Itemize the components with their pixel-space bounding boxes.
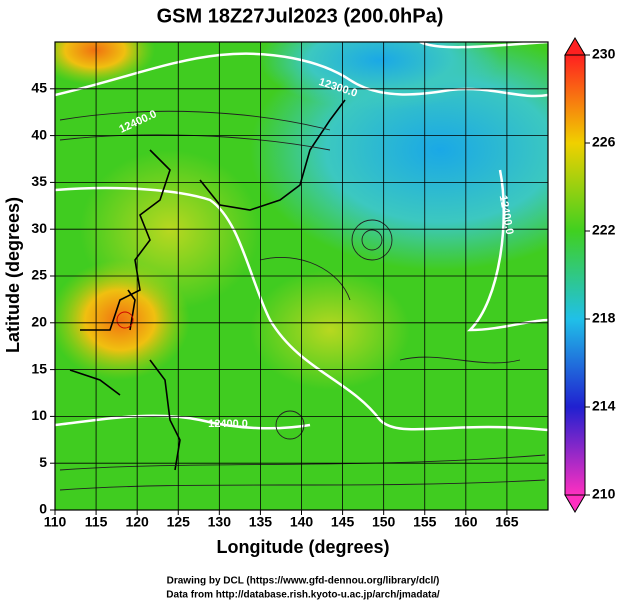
x-tick-label: 120 (125, 514, 149, 530)
x-tick-label: 165 (495, 514, 519, 530)
colorbar-tick-label: 226 (592, 134, 616, 150)
chart-title: GSM 18Z27Jul2023 (200.0hPa) (157, 5, 444, 27)
y-tick-label: 35 (31, 173, 47, 189)
colorbar-tick-label: 230 (592, 46, 616, 62)
y-tick-label: 0 (39, 501, 47, 517)
y-tick-label: 40 (31, 126, 47, 142)
contour-label: 12400.0 (208, 418, 248, 430)
colorbar-top (564, 37, 586, 56)
colorbar-tick-label: 218 (592, 310, 616, 326)
y-tick-label: 15 (31, 360, 47, 376)
x-tick-label: 130 (208, 514, 232, 530)
x-tick-label: 150 (372, 514, 396, 530)
x-tick-label: 145 (331, 514, 355, 530)
y-axis-label: Latitude (degrees) (3, 197, 23, 353)
colorbar (564, 54, 586, 496)
credit: Data from http://database.rish.kyoto-u.a… (166, 590, 440, 601)
credit: Drawing by DCL (https://www.gfd-dennou.o… (167, 576, 440, 587)
x-tick-label: 110 (44, 514, 67, 530)
x-axis-label: Longitude (degrees) (216, 537, 389, 557)
x-tick-label: 135 (249, 514, 273, 530)
y-tick-label: 30 (31, 220, 47, 236)
y-tick-label: 5 (39, 454, 47, 470)
x-tick-label: 160 (454, 514, 478, 530)
colorbar-tick-label: 210 (592, 486, 616, 502)
x-tick-label: 125 (167, 514, 191, 530)
colorbar-bottom (564, 494, 586, 513)
x-tick-label: 140 (290, 514, 314, 530)
colorbar-tick-label: 222 (592, 222, 616, 238)
y-tick-label: 20 (31, 314, 47, 330)
y-tick-label: 45 (31, 80, 47, 96)
y-tick-label: 25 (31, 267, 47, 283)
colorbar-tick-label: 214 (592, 398, 616, 414)
x-tick-label: 115 (85, 514, 108, 530)
x-tick-label: 155 (413, 514, 437, 530)
y-tick-label: 10 (31, 407, 47, 423)
